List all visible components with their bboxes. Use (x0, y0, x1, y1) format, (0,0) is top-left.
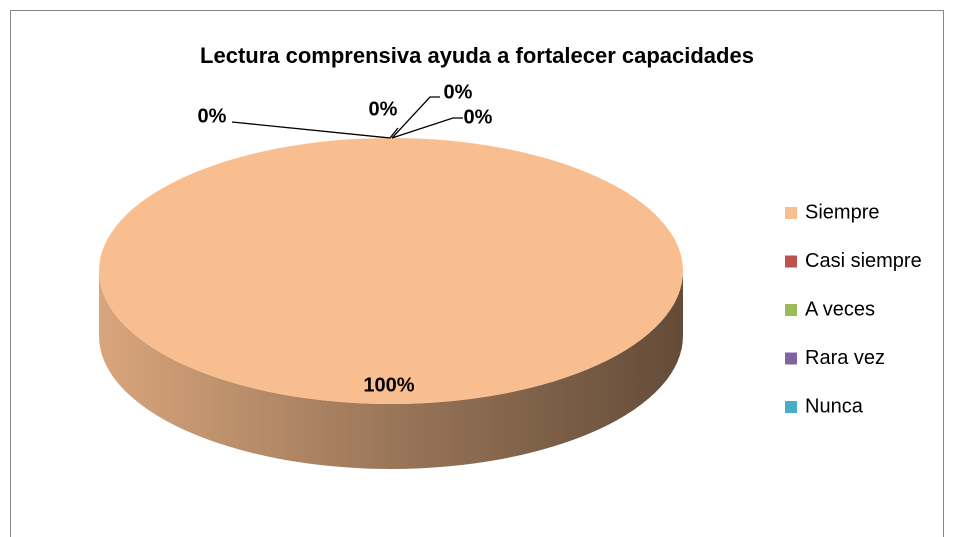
legend-swatch (785, 304, 797, 316)
data-label: 0% (464, 106, 493, 128)
leader-line (391, 96, 440, 139)
legend-label: Nunca (805, 395, 864, 417)
legend-label: A veces (805, 298, 875, 320)
pie-slice (99, 138, 683, 404)
leader-line (389, 127, 399, 139)
legend-swatch (785, 207, 797, 219)
legend-swatch (785, 255, 797, 268)
data-label: 0% (369, 98, 398, 120)
legend-label: Casi siempre (805, 250, 922, 272)
leader-line (391, 117, 463, 139)
legend-label: Siempre (805, 201, 879, 223)
data-label: 100% (363, 374, 414, 396)
pie-side (99, 271, 683, 469)
data-label: 0% (198, 105, 227, 127)
legend-label: Rara vez (805, 347, 885, 369)
chart-title: Lectura comprensiva ayuda a fortalecer c… (200, 43, 754, 68)
legend-swatch (785, 352, 797, 365)
data-label: 0% (444, 81, 473, 103)
legend-swatch (785, 401, 797, 413)
leader-line (231, 121, 391, 139)
